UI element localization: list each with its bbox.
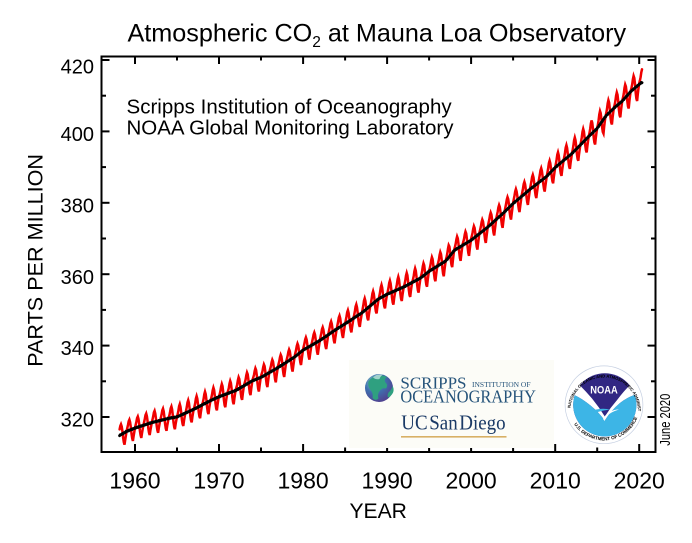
svg-text:2000: 2000: [446, 467, 497, 493]
svg-text:1990: 1990: [362, 467, 413, 493]
svg-text:1970: 1970: [193, 467, 244, 493]
svg-text:Scripps Institution of Oceanog: Scripps Institution of Oceanography: [127, 96, 453, 119]
svg-text:INSTITUTION OF: INSTITUTION OF: [472, 380, 531, 389]
svg-text:NOAA Global Monitoring Laborat: NOAA Global Monitoring Laboratory: [127, 117, 455, 140]
svg-text:400: 400: [61, 124, 94, 146]
svg-text:YEAR: YEAR: [349, 499, 407, 523]
svg-text:OCEANOGRAPHY: OCEANOGRAPHY: [400, 387, 536, 407]
svg-text:PARTS PER MILLION: PARTS PER MILLION: [23, 154, 48, 367]
svg-text:380: 380: [61, 195, 94, 217]
svg-text:2020: 2020: [614, 467, 665, 493]
svg-text:2010: 2010: [530, 467, 581, 493]
svg-text:1960: 1960: [109, 467, 160, 493]
svg-text:1980: 1980: [278, 467, 329, 493]
svg-text:UC San Diego: UC San Diego: [401, 411, 505, 435]
svg-text:Atmospheric CO2 at Mauna Loa O: Atmospheric CO2 at Mauna Loa Observatory: [128, 20, 627, 51]
svg-text:NOAA: NOAA: [590, 384, 618, 396]
svg-text:340: 340: [61, 338, 94, 360]
svg-text:June 2020: June 2020: [657, 394, 674, 446]
svg-text:360: 360: [61, 267, 94, 289]
svg-text:SCRIPPS: SCRIPPS: [400, 373, 466, 392]
svg-text:420: 420: [61, 56, 94, 78]
svg-text:320: 320: [61, 410, 94, 432]
